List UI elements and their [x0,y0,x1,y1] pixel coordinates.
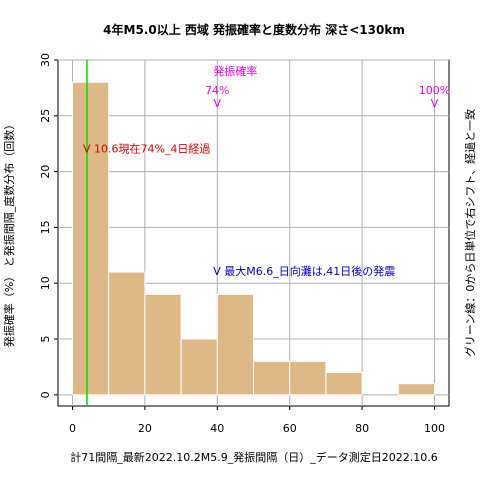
histogram-bar-0 [71,81,110,396]
chart-title: 4年M5.0以上 西域 発振確率と度数分布 深さ<130km [103,22,405,37]
x-tick-label-4: 80 [355,422,369,435]
y-tick-label-4: 20 [39,165,52,179]
x-tick-label-1: 20 [138,422,152,435]
y-tick-label-0: 0 [39,391,52,398]
x-tick-label-2: 40 [210,422,224,435]
annotation-1: V 最大M6.6_日向灘は,41日後の発震 [213,264,395,278]
y-axis-ticks: 0 5 10 15 20 25 30 [39,53,58,398]
probability-marker-arrow-0: V [214,97,222,110]
histogram-bar-2 [144,293,182,396]
probability-marker-percent-0: 74% [205,84,229,97]
y-tick-label-5: 25 [39,109,52,123]
histogram-bar-3 [180,338,218,396]
y-tick-label-6: 30 [39,53,52,67]
x-tick-label-3: 60 [283,422,297,435]
histogram-bar-7 [325,372,363,396]
histogram-bar-4 [216,293,254,396]
probability-marker-percent-1: 100% [419,84,450,97]
probability-label: 発振確率 [213,64,257,78]
y-tick-label-1: 5 [39,336,52,343]
histogram-bar-5 [253,360,291,396]
y-axis-right-label: グリーン線：0から日単位で右シフト、経過と一致 [463,109,477,357]
footer-label: 計71間隔_最新2022.10.2M5.9_発振間隔（日）_データ測定日2022… [70,450,437,464]
probability-marker-arrow-1: V [431,97,439,110]
histogram-bar-1 [108,271,146,396]
histogram-bars [71,81,436,396]
x-axis-ticks: 0 20 40 60 80 100 [69,406,445,435]
x-tick-label-0: 0 [69,422,76,435]
x-tick-label-5: 100 [424,422,445,435]
annotations: V 10.6現在74%_4日経過 V 最大M6.6_日向灘は,41日後の発震 [83,142,395,278]
y-tick-label-3: 15 [39,220,52,234]
y-axis-label: 発振確率（%） と発振間隔_度数分布（回数） [2,119,16,347]
histogram-bar-9 [397,383,436,396]
histogram-bar-6 [289,360,327,396]
y-tick-label-2: 10 [39,276,52,290]
annotation-0: V 10.6現在74%_4日経過 [83,142,210,155]
